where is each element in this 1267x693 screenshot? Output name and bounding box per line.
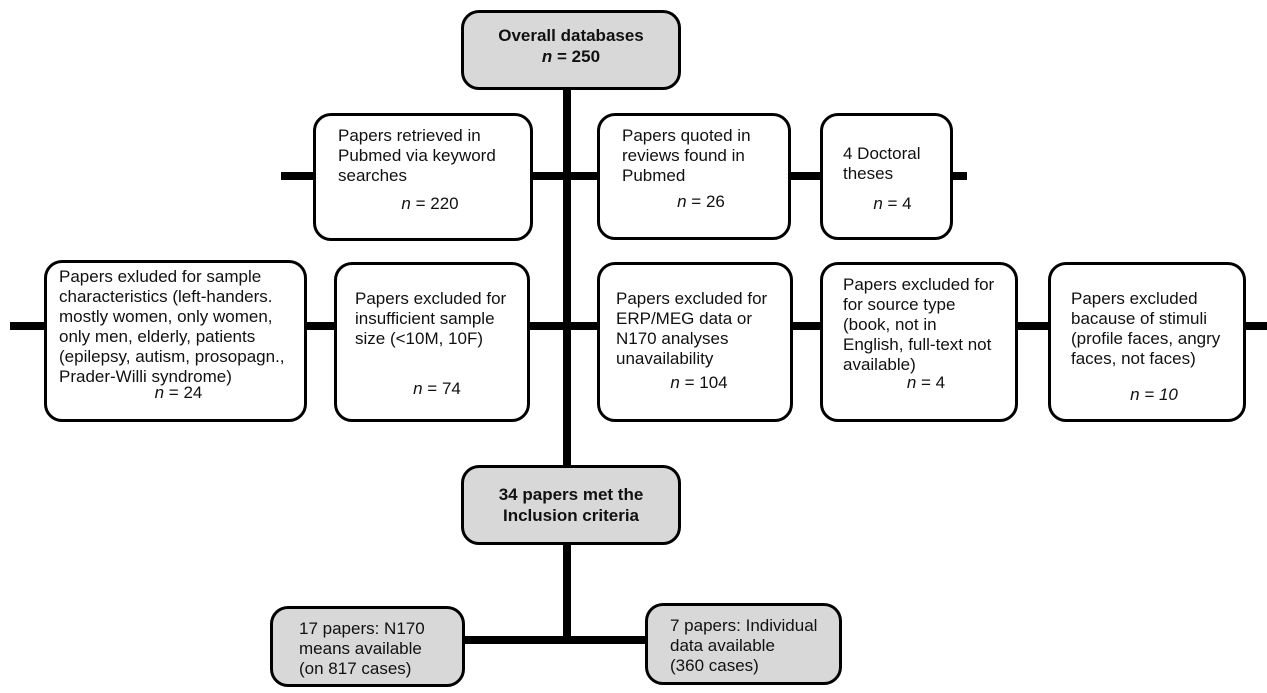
inclusion-criteria-box: 34 papers met the Inclusion criteria bbox=[461, 465, 681, 545]
doctoral-theses-text: 4 Doctoral theses bbox=[843, 144, 921, 183]
main-vertical-connector bbox=[563, 90, 571, 465]
excluded-erp-meg-count: n = 104 bbox=[670, 373, 728, 392]
excluded-sample-size-box: Papers excluded for insufficient sample … bbox=[334, 262, 530, 422]
excluded-sample-size-text: Papers excluded for insufficient sample … bbox=[355, 289, 507, 348]
excluded-sample-characteristics-count: n = 24 bbox=[154, 383, 203, 402]
excluded-source-type-count: n = 4 bbox=[906, 373, 946, 392]
excluded-sample-size-count: n = 74 bbox=[413, 379, 461, 398]
n170-means-box: 17 papers: N170 means available (on 817 … bbox=[270, 606, 465, 687]
reviews-count: n = 26 bbox=[677, 192, 725, 211]
reviews-box: Papers quoted in reviews found in Pubmed… bbox=[597, 113, 791, 240]
inclusion-criteria-title: 34 papers met the Inclusion criteria bbox=[498, 485, 644, 525]
overall-databases-count: n = 250 bbox=[541, 47, 601, 66]
overall-databases-box: Overall databases n = 250 bbox=[461, 10, 681, 90]
reviews-text: Papers quoted in reviews found in Pubmed bbox=[622, 126, 751, 185]
outcomes-horizontal-connector bbox=[430, 636, 650, 644]
pubmed-keyword-text: Papers retrieved in Pubmed via keyword s… bbox=[338, 126, 496, 185]
excluded-stimuli-count: n = 10 bbox=[1130, 385, 1178, 404]
excluded-stimuli-text: Papers excluded bacause of stimuli (prof… bbox=[1071, 289, 1221, 368]
excluded-stimuli-box: Papers excluded bacause of stimuli (prof… bbox=[1048, 262, 1246, 422]
excluded-source-type-text: Papers excluded for for source type (boo… bbox=[843, 275, 995, 374]
excluded-sample-characteristics-box: Papers exluded for sample characteristic… bbox=[44, 260, 307, 422]
excluded-erp-meg-text: Papers excluded for ERP/MEG data or N170… bbox=[616, 289, 768, 368]
doctoral-theses-count: n = 4 bbox=[873, 194, 912, 213]
overall-databases-title: Overall databases bbox=[498, 26, 644, 45]
pubmed-keyword-box: Papers retrieved in Pubmed via keyword s… bbox=[313, 113, 533, 241]
lower-vertical-connector bbox=[563, 545, 571, 640]
individual-data-text: 7 papers: Individual data available (360… bbox=[670, 616, 818, 675]
excluded-erp-meg-box: Papers excluded for ERP/MEG data or N170… bbox=[597, 262, 793, 422]
individual-data-box: 7 papers: Individual data available (360… bbox=[645, 603, 842, 685]
n170-means-text: 17 papers: N170 means available (on 817 … bbox=[299, 619, 425, 678]
doctoral-theses-box: 4 Doctoral theses n = 4 bbox=[820, 113, 953, 240]
excluded-source-type-box: Papers excluded for for source type (boo… bbox=[820, 262, 1018, 422]
pubmed-keyword-count: n = 220 bbox=[401, 194, 459, 213]
excluded-sample-characteristics-text: Papers exluded for sample characteristic… bbox=[59, 267, 285, 386]
